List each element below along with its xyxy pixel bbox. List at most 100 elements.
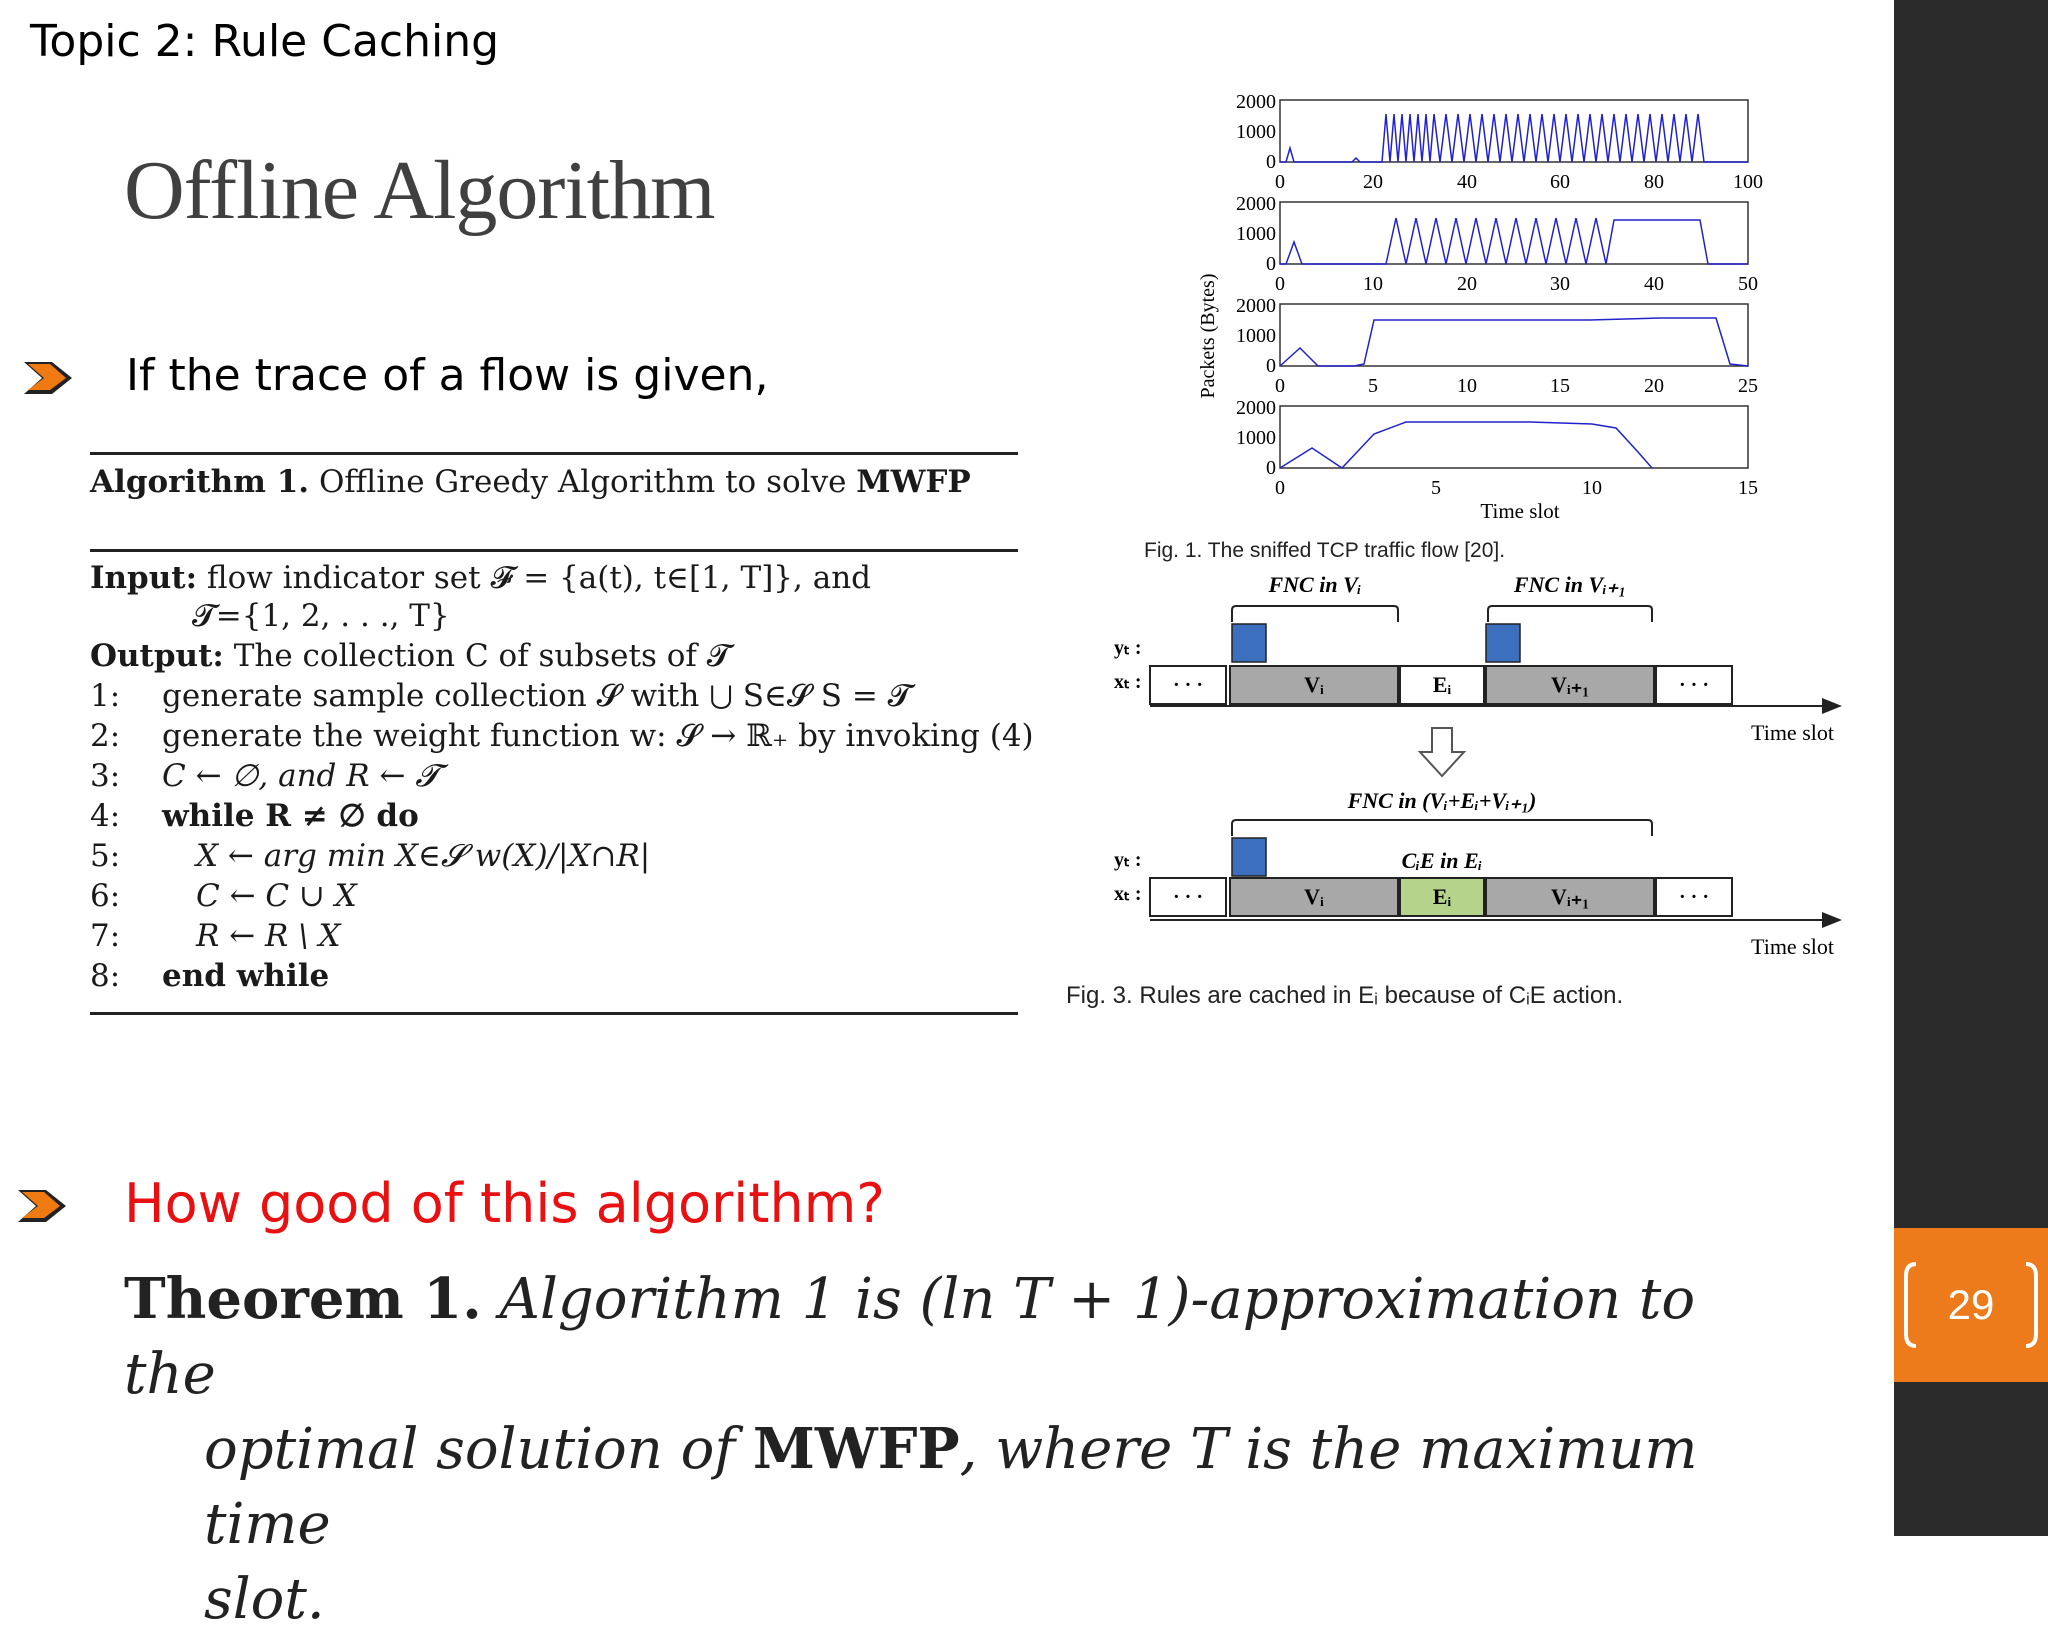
ei-cached-block <box>1399 877 1485 917</box>
page-number-brackets <box>1904 1262 2038 1348</box>
x-tick: 20 <box>1457 273 1477 295</box>
vi-label: Vᵢ <box>1304 672 1324 697</box>
y-tick: 0 <box>1266 457 1276 479</box>
fig1-xlabel: Time slot <box>1480 499 1559 523</box>
brace-label: FNC in Vᵢ₊₁ <box>1513 572 1626 597</box>
x-row-label: xₜ : <box>1114 671 1142 693</box>
vi1-label: Vᵢ₊₁ <box>1551 884 1589 909</box>
fig1-caption: Fig. 1. The sniffed TCP traffic flow [20… <box>1144 539 1506 562</box>
vi-block <box>1229 877 1399 917</box>
y-tick: 2000 <box>1236 193 1276 215</box>
packet-block <box>1485 623 1521 663</box>
y-tick: 2000 <box>1236 91 1276 113</box>
y-tick: 0 <box>1266 151 1276 173</box>
x-tick: 5 <box>1431 477 1441 499</box>
x-tick: 15 <box>1738 477 1758 499</box>
time-slot-label: Time slot <box>1751 720 1834 745</box>
algorithm-line: C ← C ∪ X <box>196 878 357 914</box>
vi1-label: Vᵢ₊₁ <box>1551 672 1589 697</box>
brace <box>1231 605 1399 622</box>
x-tick: 5 <box>1368 375 1378 397</box>
theorem-line-2: optimal solution of MWFP, where T is the… <box>204 1416 1698 1557</box>
y-row-label: yₜ : <box>1114 849 1142 871</box>
algorithm-line: C ← ∅, and R ← 𝓣 <box>162 758 440 794</box>
vi-label: Vᵢ <box>1304 884 1324 909</box>
x-tick: 30 <box>1550 273 1570 295</box>
dots: · · · <box>1679 674 1709 696</box>
brace-label: FNC in Vᵢ <box>1268 572 1362 597</box>
topic-heading: Topic 2: Rule Caching <box>30 16 500 67</box>
dots-block <box>1149 665 1227 705</box>
x-tick: 20 <box>1644 375 1664 397</box>
packet-block <box>1231 623 1267 663</box>
packet-block <box>1231 837 1267 877</box>
dots: · · · <box>1173 674 1203 696</box>
chevron-arrow-icon <box>24 362 72 394</box>
line-number: 4: <box>90 798 121 834</box>
fig1-panel-4: 2000 1000 0 0 5 10 15 <box>1236 397 1758 499</box>
algorithm-line: generate sample collection 𝓢 with ⋃ S∈𝓢 … <box>162 678 912 714</box>
algorithm-line: generate the weight function w: 𝓢 → ℝ₊ b… <box>162 718 1034 754</box>
x-tick: 10 <box>1457 375 1477 397</box>
vi1-block <box>1485 877 1655 917</box>
line-number: 1: <box>90 678 121 714</box>
page-number-box <box>1894 1228 2048 1382</box>
algorithm-input-cont: 𝓣={1, 2, . . ., T} <box>192 598 450 634</box>
brace <box>1487 605 1653 622</box>
x-row-label: xₜ : <box>1114 883 1142 905</box>
algorithm-caption: Algorithm 1. Offline Greedy Algorithm to… <box>90 464 971 500</box>
algorithm-line: X ← arg min X∈𝓢 w(X)/|X∩R| <box>196 838 651 874</box>
algorithm-output: Output: The collection C of subsets of 𝓣 <box>90 638 731 674</box>
bullet-question: How good of this algorithm? <box>124 1172 885 1235</box>
slide-title: Offline Algorithm <box>124 144 715 237</box>
x-tick: 10 <box>1363 273 1383 295</box>
algorithm-box: Algorithm 1. Offline Greedy Algorithm to… <box>90 452 1034 1015</box>
series-line <box>1280 113 1748 163</box>
x-tick: 100 <box>1733 171 1763 193</box>
x-tick: 10 <box>1582 477 1602 499</box>
down-arrow-icon <box>1417 727 1467 778</box>
ei-label: Eᵢ <box>1433 884 1452 909</box>
line-number: 8: <box>90 958 121 994</box>
cie-label: CᵢE in Eᵢ <box>1402 848 1483 873</box>
y-tick: 2000 <box>1236 397 1276 419</box>
x-tick: 0 <box>1275 375 1285 397</box>
fig3-caption: Fig. 3. Rules are cached in Eᵢ because o… <box>1066 982 1624 1009</box>
dots: · · · <box>1173 886 1203 908</box>
algorithm-line: end while <box>162 958 330 994</box>
dots-block <box>1655 877 1733 917</box>
y-row-label: yₜ : <box>1114 637 1142 659</box>
y-tick: 1000 <box>1236 223 1276 245</box>
theorem-block: Theorem 1. Algorithm 1 is (ln T + 1)-app… <box>124 1262 1804 1637</box>
x-tick: 15 <box>1550 375 1570 397</box>
y-tick: 2000 <box>1236 295 1276 317</box>
x-tick: 0 <box>1275 477 1285 499</box>
vi1-block <box>1485 665 1655 705</box>
x-tick: 80 <box>1644 171 1664 193</box>
line-number: 3: <box>90 758 121 794</box>
x-tick: 40 <box>1644 273 1664 295</box>
theorem-line-3: slot. <box>204 1567 325 1632</box>
ei-block <box>1399 665 1485 705</box>
theorem-line-1: Theorem 1. Algorithm 1 is (ln T + 1)-app… <box>124 1266 1696 1407</box>
series-line <box>1280 217 1748 265</box>
algorithm-input: Input: flow indicator set 𝓕 = {a(t), t∈[… <box>90 560 872 596</box>
x-tick: 40 <box>1457 171 1477 193</box>
x-tick: 0 <box>1275 273 1285 295</box>
series-line <box>1279 317 1749 367</box>
brace <box>1231 819 1653 836</box>
y-tick: 0 <box>1266 355 1276 377</box>
line-number: 5: <box>90 838 121 874</box>
algorithm-line: R ← R \ X <box>196 918 341 954</box>
fig1-traffic-plots: Packets (Bytes) 2000 1000 0 0 20 40 60 8… <box>1197 91 1763 523</box>
chevron-arrow-icon <box>18 1190 66 1222</box>
dots-block <box>1655 665 1733 705</box>
fig1-panel-2: 2000 1000 0 0 10 20 30 40 50 <box>1236 193 1758 295</box>
y-tick: 0 <box>1266 253 1276 275</box>
algorithm-line: while R ≠ ∅ do <box>162 798 419 834</box>
fig1-panel-3: 2000 1000 0 0 5 10 15 20 25 <box>1236 295 1758 397</box>
x-tick: 25 <box>1738 375 1758 397</box>
ei-label: Eᵢ <box>1433 672 1452 697</box>
bullet-trace-given: If the trace of a flow is given, <box>126 350 769 401</box>
fig3-diagram: FNC in Vᵢ FNC in Vᵢ₊₁ yₜ : xₜ : · · · Vᵢ… <box>1114 572 1842 959</box>
